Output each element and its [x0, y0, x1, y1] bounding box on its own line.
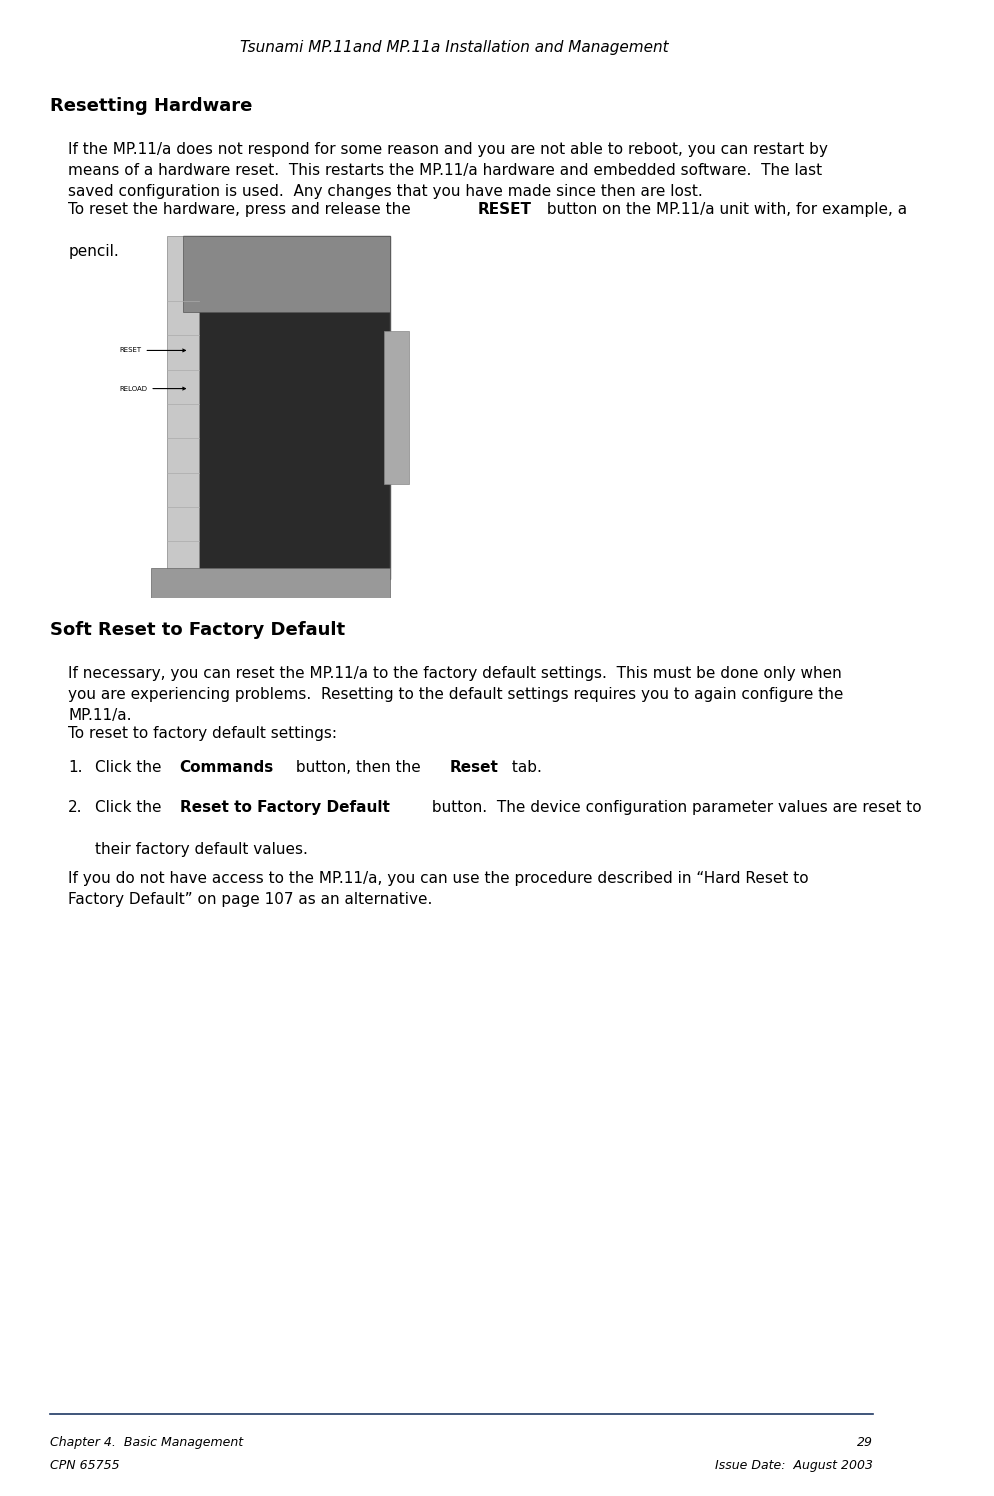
- Text: RELOAD: RELOAD: [119, 386, 185, 392]
- Text: Reset: Reset: [449, 760, 498, 775]
- Text: To reset the hardware, press and release the: To reset the hardware, press and release…: [69, 202, 415, 217]
- Text: button.  The device configuration parameter values are reset to: button. The device configuration paramet…: [426, 800, 920, 815]
- Bar: [183, 236, 390, 313]
- Text: If you do not have access to the MP.11/a, you can use the procedure described in: If you do not have access to the MP.11/a…: [69, 871, 808, 907]
- Text: pencil.: pencil.: [69, 244, 119, 259]
- Text: Reset to Factory Default: Reset to Factory Default: [180, 800, 389, 815]
- Text: If necessary, you can reset the MP.11/a to the factory default settings.  This m: If necessary, you can reset the MP.11/a …: [69, 666, 843, 723]
- Text: To reset to factory default settings:: To reset to factory default settings:: [69, 726, 337, 741]
- Text: If the MP.11/a does not respond for some reason and you are not able to reboot, : If the MP.11/a does not respond for some…: [69, 142, 827, 199]
- Text: their factory default values.: their factory default values.: [95, 842, 308, 857]
- Text: 1.: 1.: [69, 760, 83, 775]
- Bar: [167, 236, 199, 579]
- Text: RESET: RESET: [478, 202, 532, 217]
- Text: 2.: 2.: [69, 800, 83, 815]
- Text: Click the: Click the: [95, 760, 167, 775]
- Text: Commands: Commands: [180, 760, 273, 775]
- Text: Chapter 4.  Basic Management: Chapter 4. Basic Management: [50, 1436, 243, 1450]
- Text: 29: 29: [856, 1436, 872, 1450]
- Text: button on the MP.11/a unit with, for example, a: button on the MP.11/a unit with, for exa…: [541, 202, 906, 217]
- Text: button, then the: button, then the: [290, 760, 425, 775]
- Text: Soft Reset to Factory Default: Soft Reset to Factory Default: [50, 621, 345, 639]
- Text: tab.: tab.: [507, 760, 542, 775]
- Text: RESET: RESET: [119, 347, 185, 353]
- Bar: [151, 568, 390, 598]
- Text: Issue Date:  August 2003: Issue Date: August 2003: [715, 1459, 872, 1472]
- Text: Tsunami MP.11and MP.11a Installation and Management: Tsunami MP.11and MP.11a Installation and…: [241, 40, 668, 55]
- Text: Resetting Hardware: Resetting Hardware: [50, 97, 252, 115]
- Bar: [384, 332, 409, 485]
- Text: Click the: Click the: [95, 800, 167, 815]
- Text: CPN 65755: CPN 65755: [50, 1459, 119, 1472]
- Bar: [183, 236, 390, 579]
